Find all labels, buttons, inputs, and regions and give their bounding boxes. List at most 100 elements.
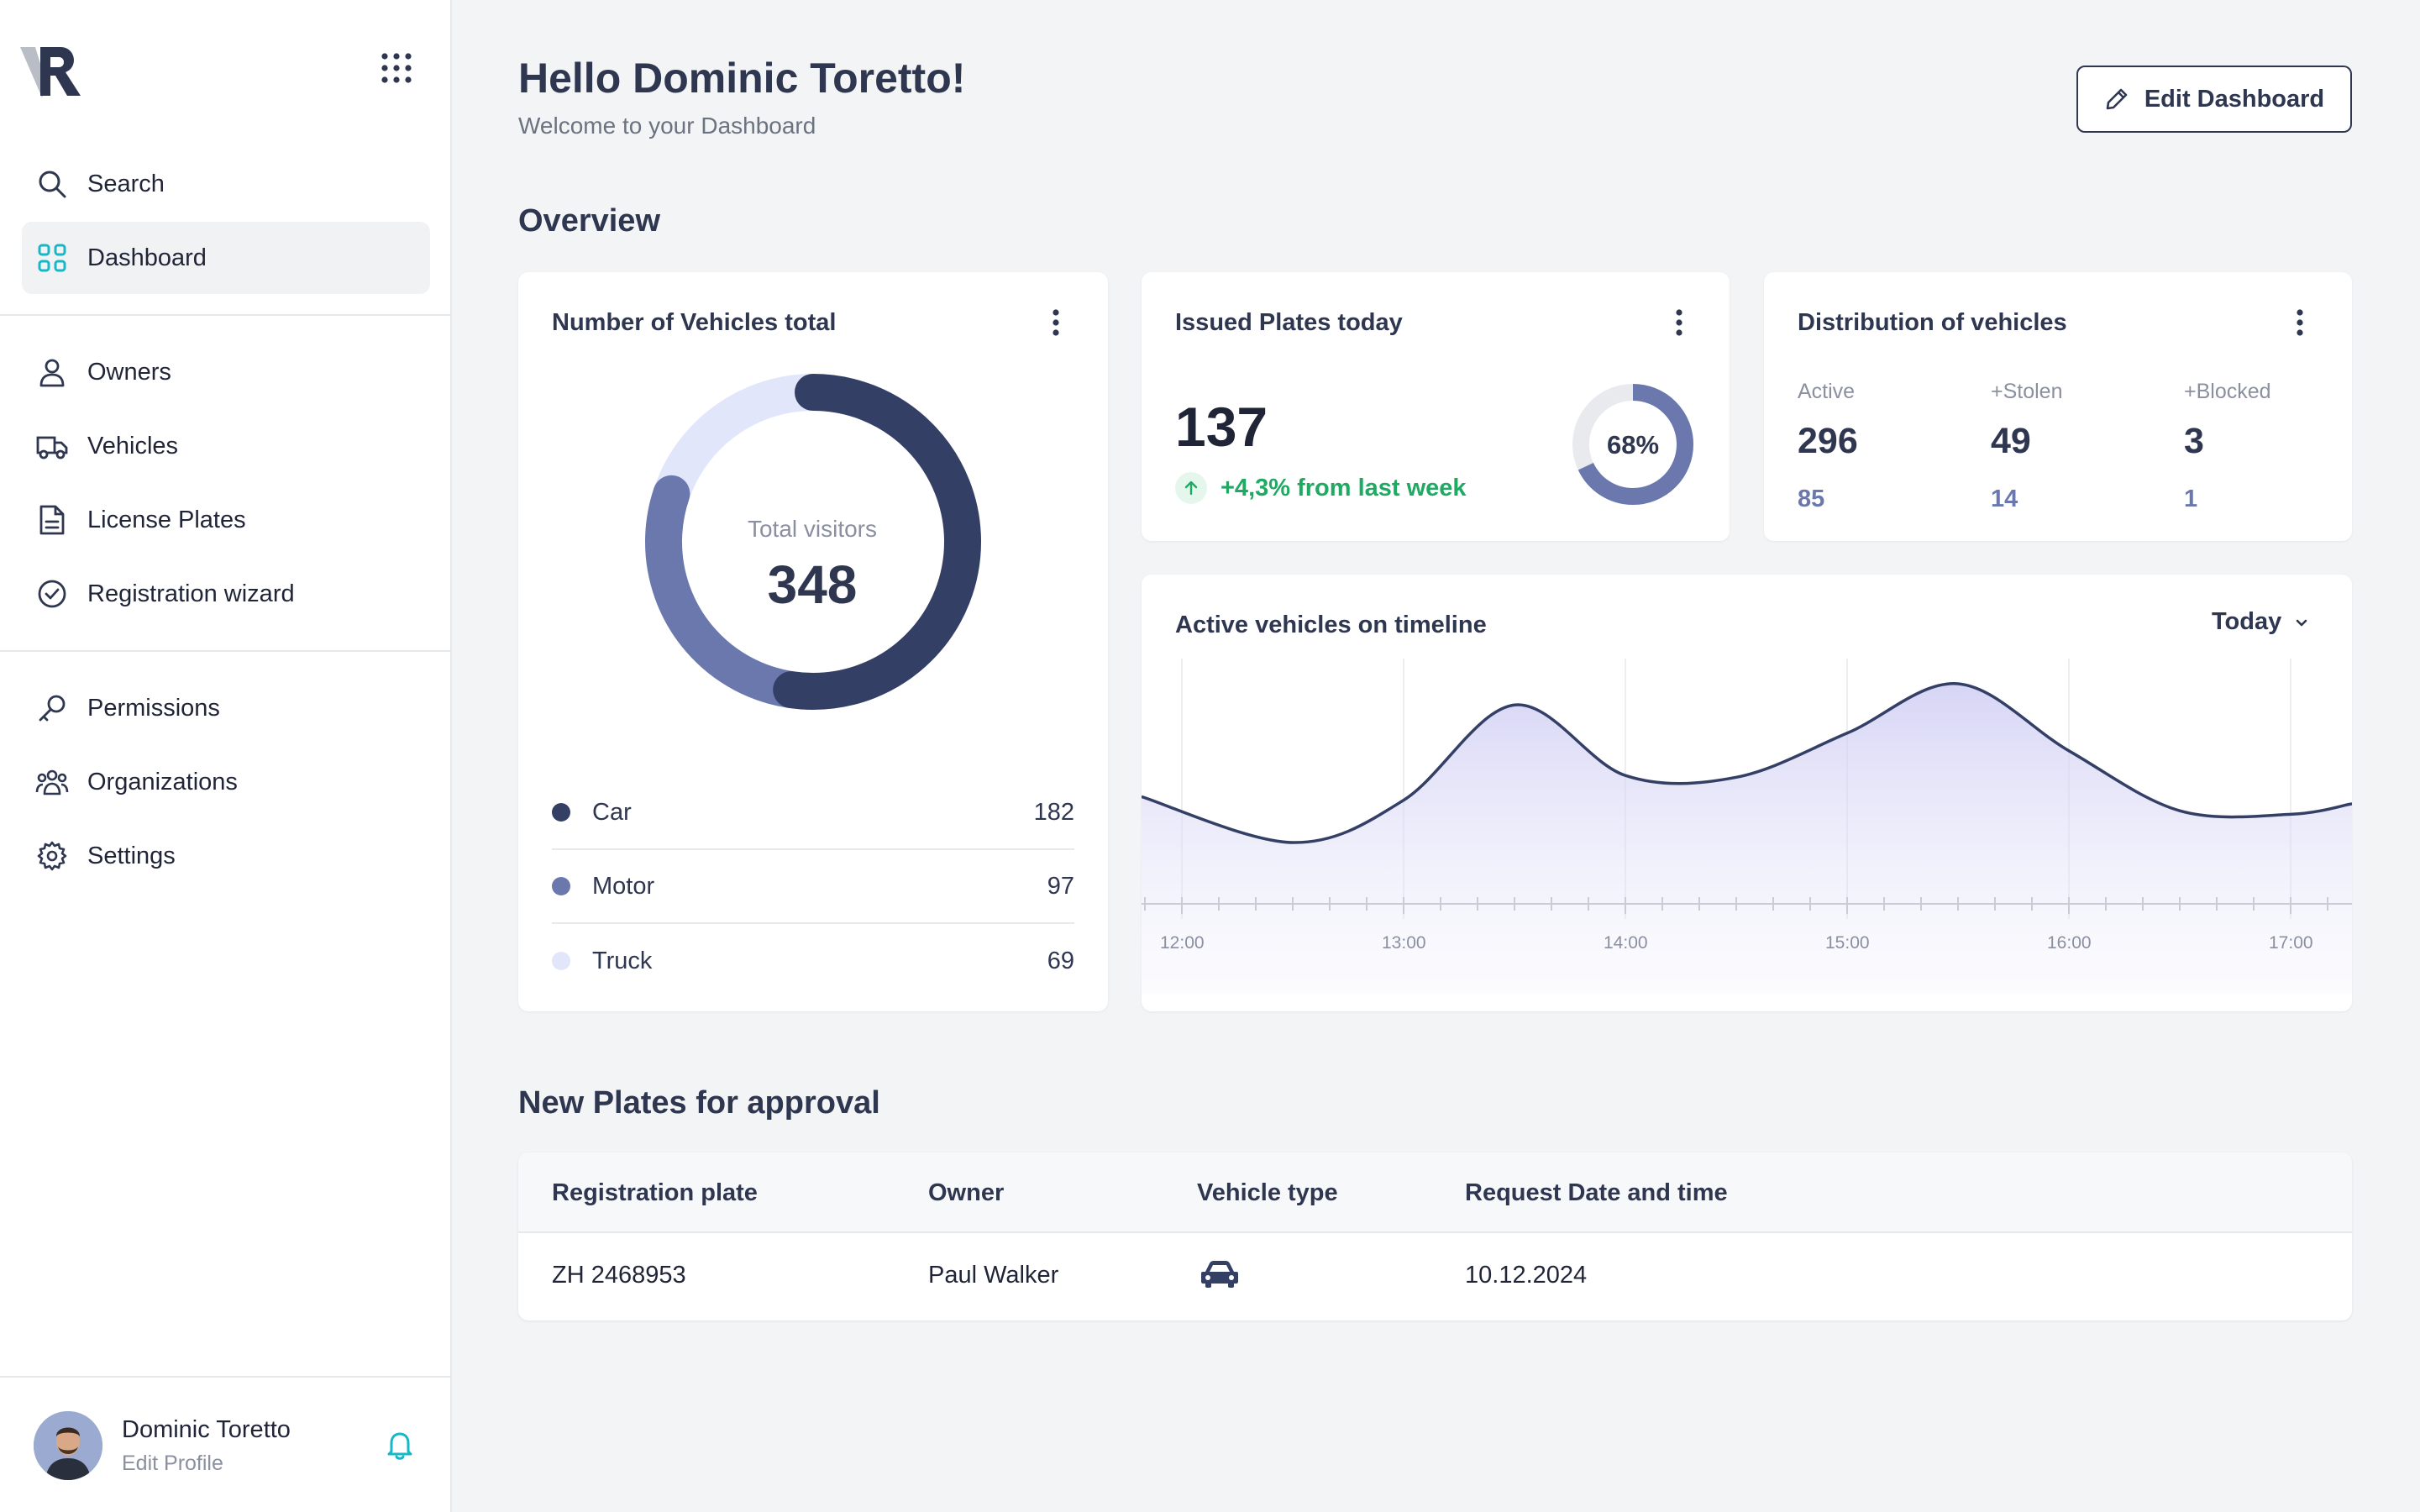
card-title: Active vehicles on timeline xyxy=(1175,612,1487,638)
nav-label: Owners xyxy=(87,358,171,386)
owner-cell: Paul Walker xyxy=(928,1262,1059,1289)
legend-dot xyxy=(552,803,570,822)
legend-item-truck: Truck 69 xyxy=(552,924,1074,998)
legend-item-car: Car 182 xyxy=(552,776,1074,850)
nav-vehicles[interactable]: Vehicles xyxy=(22,410,430,482)
nav-registration-wizard[interactable]: Registration wizard xyxy=(22,558,430,630)
dist-sub-value: 85 xyxy=(1798,486,1825,512)
column-header[interactable]: Owner xyxy=(928,1179,1005,1206)
dist-label: Active xyxy=(1798,380,1856,403)
overview-title: Overview xyxy=(518,203,660,239)
timeline-card: Active vehicles on timeline Today 12:00 1… xyxy=(1142,575,2352,1011)
date-cell: 10.12.2024 xyxy=(1465,1262,1588,1289)
x-tick-label: 17:00 xyxy=(2269,933,2313,953)
nav-label: Search xyxy=(87,170,165,197)
distribution-blocked: +Blocked 3 1 xyxy=(2184,380,2271,513)
dist-label: +Blocked xyxy=(2184,380,2271,403)
range-dropdown[interactable]: Today xyxy=(2212,608,2310,636)
legend-value: 97 xyxy=(1047,872,1074,900)
plates-value: 137 xyxy=(1175,396,1268,458)
column-header[interactable]: Vehicle type xyxy=(1197,1179,1338,1206)
nav-settings[interactable]: Settings xyxy=(22,820,430,892)
nav-label: License Plates xyxy=(87,506,246,533)
nav-dashboard[interactable]: Dashboard xyxy=(22,222,430,294)
plates-progress-ring xyxy=(1572,384,1693,505)
range-label: Today xyxy=(2212,608,2282,635)
dist-value: 3 xyxy=(2184,421,2204,461)
card-title: Distribution of vehicles xyxy=(1798,309,2067,336)
more-options-icon[interactable] xyxy=(1671,306,1688,339)
sidebar-divider xyxy=(0,650,452,652)
legend-dot xyxy=(552,877,570,895)
x-tick-label: 16:00 xyxy=(2047,933,2092,953)
nav-search[interactable]: Search xyxy=(22,148,430,220)
check-circle-icon xyxy=(35,577,69,611)
donut-center-label: Total visitors xyxy=(747,516,878,542)
profile-name: Dominic Toretto xyxy=(122,1416,291,1443)
ring-progress xyxy=(1572,384,1693,505)
dist-sub-value: 14 xyxy=(1991,486,2018,512)
x-tick-label: 13:00 xyxy=(1382,933,1426,953)
grid-icon[interactable] xyxy=(380,51,413,85)
greeting-subtitle: Welcome to your Dashboard xyxy=(518,113,816,139)
nav-license-plates[interactable]: License Plates xyxy=(22,484,430,556)
nav-label: Dashboard xyxy=(87,244,207,271)
edit-dashboard-button[interactable]: Edit Dashboard xyxy=(2076,66,2352,133)
table-row[interactable]: ZH 2468953 Paul Walker 10.12.2024 xyxy=(518,1235,2352,1320)
more-options-icon[interactable] xyxy=(1047,306,1064,339)
document-icon xyxy=(35,503,69,537)
key-icon xyxy=(35,691,69,725)
users-icon xyxy=(35,765,69,799)
distribution-card: Distribution of vehicles Active 296 85 +… xyxy=(1764,272,2352,541)
avatar[interactable] xyxy=(34,1411,102,1480)
donut-slice-car xyxy=(645,374,981,710)
arrow-up-icon xyxy=(1175,472,1207,504)
x-tick-label: 14:00 xyxy=(1604,933,1648,953)
card-title: Number of Vehicles total xyxy=(552,309,837,336)
sidebar: Search Dashboard Owners Vehicles License… xyxy=(0,0,452,1512)
legend-value: 182 xyxy=(1033,798,1074,826)
x-tick-label: 15:00 xyxy=(1825,933,1870,953)
gear-icon xyxy=(35,839,69,873)
legend-value: 69 xyxy=(1047,947,1074,974)
trend-text: +4,3% from last week xyxy=(1220,474,1467,501)
ring-percentage: 68% xyxy=(1606,430,1660,459)
legend-dot xyxy=(552,952,570,970)
vr-logo[interactable] xyxy=(20,44,82,99)
pencil-icon xyxy=(2104,87,2129,112)
donut-center-value: 348 xyxy=(767,554,858,615)
dashboard-icon xyxy=(35,241,69,275)
approval-title: New Plates for approval xyxy=(518,1085,880,1121)
nav-organizations[interactable]: Organizations xyxy=(22,746,430,818)
legend-name: Truck xyxy=(592,947,653,974)
dist-value: 49 xyxy=(1991,421,2031,461)
table-header: Registration plate Owner Vehicle type Re… xyxy=(518,1152,2352,1233)
edit-dashboard-label: Edit Dashboard xyxy=(2144,85,2325,113)
nav-label: Registration wizard xyxy=(87,580,295,607)
greeting-title: Hello Dominic Toretto! xyxy=(518,55,966,102)
bell-icon[interactable] xyxy=(383,1428,417,1462)
nav-owners[interactable]: Owners xyxy=(22,336,430,408)
column-header[interactable]: Registration plate xyxy=(552,1179,758,1206)
more-options-icon[interactable] xyxy=(2291,306,2308,339)
legend-item-motor: Motor 97 xyxy=(552,850,1074,924)
sidebar-divider xyxy=(0,314,452,316)
nav-label: Organizations xyxy=(87,768,238,795)
distribution-active: Active 296 85 xyxy=(1798,380,1858,513)
card-title: Issued Plates today xyxy=(1175,309,1403,336)
area-fill xyxy=(1142,683,2352,995)
vehicles-donut-chart xyxy=(645,374,981,710)
legend-name: Motor xyxy=(592,872,655,900)
vehicles-total-card: Number of Vehicles total Total visitors … xyxy=(518,272,1108,1011)
edit-profile-link[interactable]: Edit Profile xyxy=(122,1452,223,1475)
user-icon xyxy=(35,355,69,389)
legend-name: Car xyxy=(592,798,632,826)
profile-section: Dominic Toretto Edit Profile xyxy=(0,1376,452,1512)
truck-icon xyxy=(35,429,69,463)
search-icon xyxy=(35,167,69,201)
distribution-stolen: +Stolen 49 14 xyxy=(1991,380,2063,513)
nav-label: Vehicles xyxy=(87,432,179,459)
column-header[interactable]: Request Date and time xyxy=(1465,1179,1728,1206)
nav-permissions[interactable]: Permissions xyxy=(22,672,430,744)
dist-sub-value: 1 xyxy=(2184,486,2198,512)
